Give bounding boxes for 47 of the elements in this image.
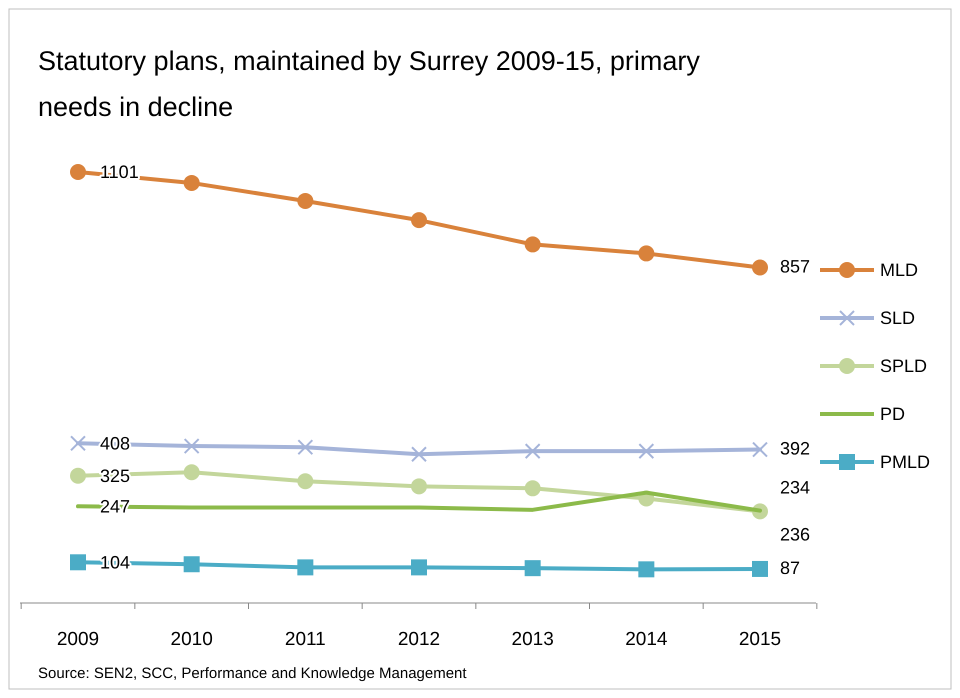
data-label: 236: [780, 524, 810, 545]
legend-label: MLD: [880, 260, 918, 280]
x-tick-label: 2014: [625, 629, 668, 650]
point: [411, 559, 427, 576]
x-tick-label: 2011: [284, 629, 326, 650]
point: [638, 245, 654, 262]
point: [70, 435, 86, 452]
point: [524, 443, 541, 460]
x-tick-label: 2013: [512, 629, 554, 650]
legend-label: PD: [880, 404, 906, 424]
legend-label: SPLD: [880, 356, 928, 376]
chart-title: Statutory plans, maintained by Surrey 2009-15, primary needs in decline: [38, 46, 700, 122]
point: [638, 561, 654, 578]
point: [70, 468, 86, 484]
data-label: 857: [780, 256, 810, 277]
data-label: 325: [100, 466, 130, 486]
data-label: 408: [100, 433, 130, 454]
point: [752, 442, 768, 458]
point: [411, 212, 427, 228]
legend-label: PMLD: [880, 452, 930, 472]
point: [752, 560, 768, 577]
source-note: Source: SEN2, SCC, Performance and Knowledge Management: [38, 665, 468, 682]
point: [184, 464, 200, 480]
point: [297, 559, 314, 576]
data-label: 87: [780, 558, 800, 578]
point: [184, 556, 200, 572]
point: [524, 480, 541, 496]
x-tick-label: 2009: [56, 629, 100, 650]
point: [70, 554, 86, 570]
point: [297, 473, 314, 490]
point: [297, 192, 314, 209]
data-label: 392: [780, 438, 810, 459]
x-tick-label: 2015: [738, 629, 782, 650]
point: [297, 439, 314, 456]
point: [184, 438, 200, 454]
data-label: 234: [780, 477, 810, 498]
point: [184, 174, 200, 191]
point: [411, 446, 427, 462]
legend-label: SLD: [880, 308, 916, 328]
point: [752, 260, 768, 276]
point: [524, 236, 541, 252]
point: [70, 164, 86, 180]
point: [638, 443, 654, 460]
point: [524, 560, 541, 576]
point: [411, 478, 427, 494]
x-tick-label: 2010: [170, 629, 213, 650]
x-tick-label: 2012: [398, 629, 440, 650]
